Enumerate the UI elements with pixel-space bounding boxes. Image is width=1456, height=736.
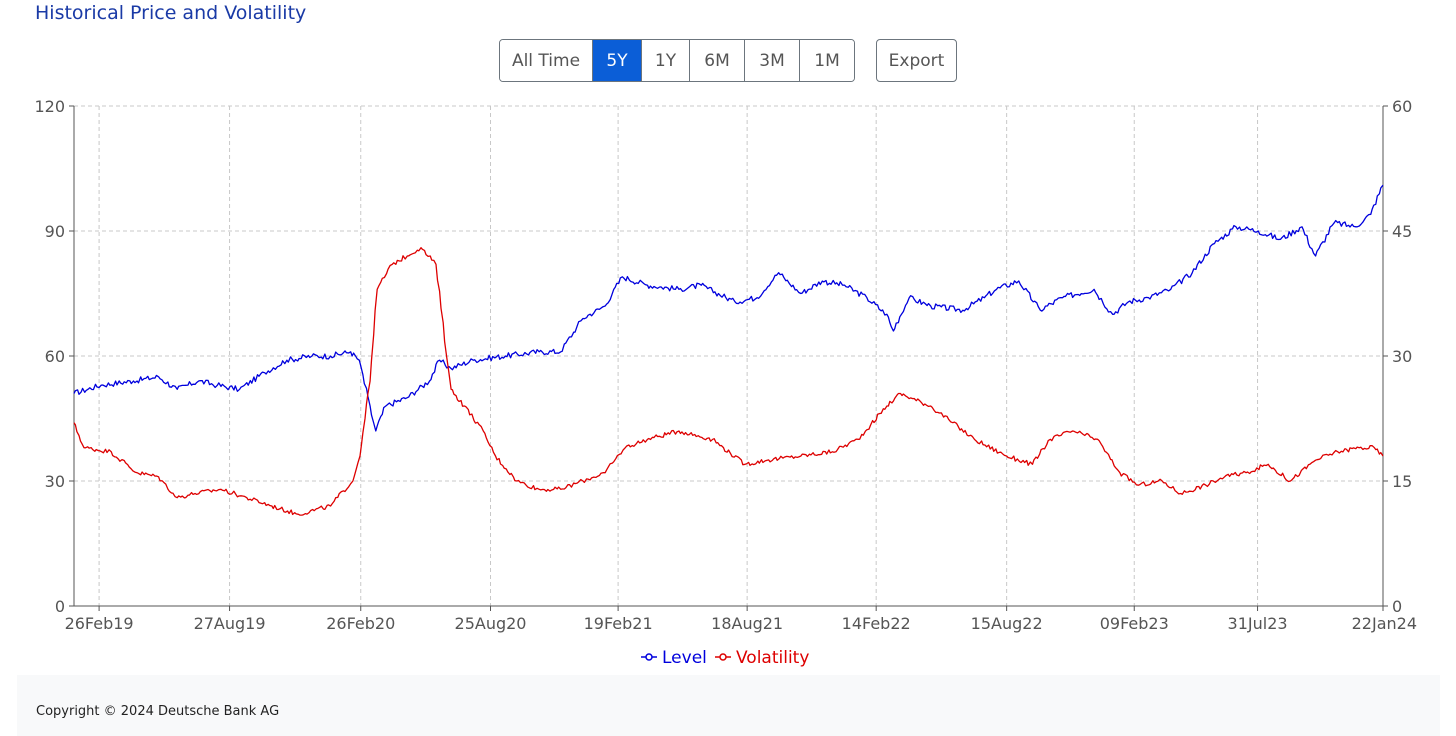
chart-legend[interactable]: Level Volatility <box>641 648 809 668</box>
x-tick-label: 25Aug20 <box>455 614 527 633</box>
range-5y-button[interactable]: 5Y <box>593 40 642 81</box>
y-right-tick-label: 60 <box>1392 97 1412 116</box>
range-3m-button[interactable]: 3M <box>745 40 800 81</box>
x-tick-label: 26Feb19 <box>65 614 134 633</box>
range-1y-button[interactable]: 1Y <box>642 40 690 81</box>
y-right-tick-label: 15 <box>1392 472 1412 491</box>
chart-grid <box>74 105 1384 606</box>
copyright-text: Copyright © 2024 Deutsche Bank AG <box>36 704 280 719</box>
range-button-group: All Time 5Y 1Y 6M 3M 1M <box>499 39 855 82</box>
y-left-tick-label: 60 <box>45 347 65 366</box>
x-tick-label: 18Aug21 <box>711 614 783 633</box>
x-tick-label: 19Feb21 <box>584 614 653 633</box>
legend-label-level[interactable]: Level <box>662 648 707 668</box>
export-button[interactable]: Export <box>876 39 957 82</box>
x-tick-label: 31Jul23 <box>1228 614 1288 633</box>
y-left-tick-label: 90 <box>45 222 65 241</box>
legend-marker-volatility[interactable] <box>719 653 727 661</box>
chart-axes <box>69 105 1388 611</box>
y-right-tick-label: 0 <box>1392 597 1402 616</box>
chart-tick-labels: 0 30 60 90 120 0 15 30 45 60 26Feb19 27Aug19 26Feb20… <box>34 97 1417 633</box>
x-tick-label: 14Feb22 <box>842 614 911 633</box>
x-tick-label: 27Aug19 <box>194 614 266 633</box>
range-all-time-button[interactable]: All Time <box>500 40 593 81</box>
price-volatility-chart: 0 30 60 90 120 0 15 30 45 60 26Feb19 27Aug19 26Feb20… <box>34 97 1417 668</box>
page-title: Historical Price and Volatility <box>35 2 307 24</box>
legend-label-volatility[interactable]: Volatility <box>736 648 809 668</box>
range-6m-button[interactable]: 6M <box>690 40 745 81</box>
y-left-tick-label: 0 <box>55 597 65 616</box>
x-tick-label: 26Feb20 <box>326 614 395 633</box>
range-1m-button[interactable]: 1M <box>800 40 854 81</box>
y-left-tick-label: 120 <box>34 97 65 116</box>
y-right-tick-label: 45 <box>1392 222 1412 241</box>
legend-marker-level[interactable] <box>645 653 653 661</box>
series-line-volatility <box>73 247 1384 516</box>
series-line-level <box>73 184 1384 432</box>
x-tick-label: 09Feb23 <box>1100 614 1169 633</box>
y-left-tick-label: 30 <box>45 472 65 491</box>
y-right-tick-label: 30 <box>1392 347 1412 366</box>
x-tick-label: 22Jan24 <box>1352 614 1417 633</box>
x-tick-label: 15Aug22 <box>971 614 1043 633</box>
chart-series <box>73 184 1384 516</box>
footer: Copyright © 2024 Deutsche Bank AG <box>17 675 1440 736</box>
